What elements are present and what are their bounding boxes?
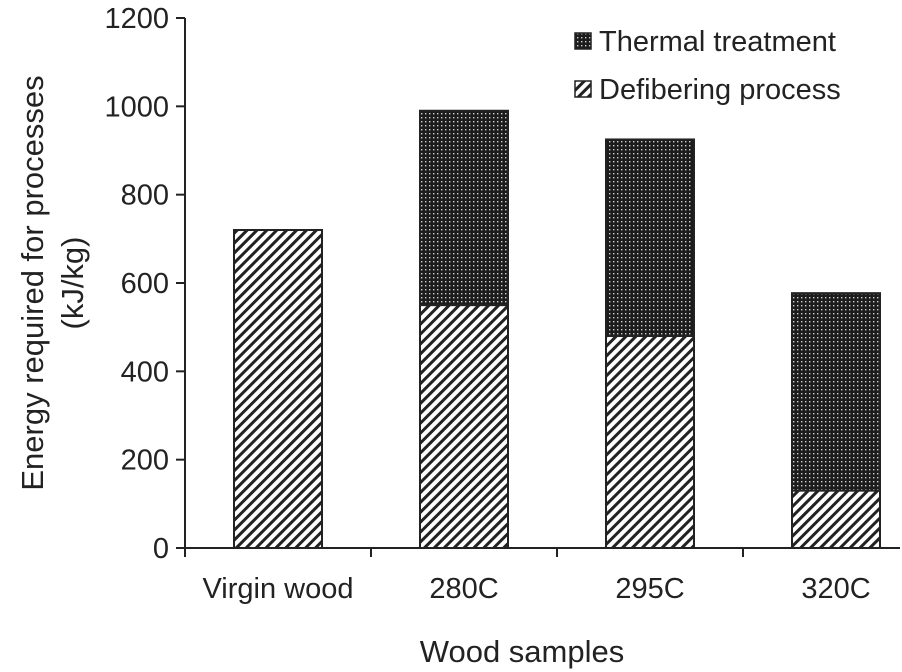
legend-swatch-defibering-process bbox=[574, 80, 592, 98]
bar-thermal-treatment-320c bbox=[791, 292, 881, 492]
x-tick-label: 280C bbox=[429, 573, 498, 605]
x-tick-label: 295C bbox=[615, 573, 684, 605]
y-tick-label: 1000 bbox=[104, 91, 169, 123]
x-tick-label: Virgin wood bbox=[202, 573, 353, 605]
y-tick-label: 600 bbox=[121, 268, 169, 300]
x-tick-label: 320C bbox=[801, 573, 870, 605]
y-tick-label: 400 bbox=[121, 356, 169, 388]
legend-label-defibering-process: Defibering process bbox=[599, 74, 841, 106]
legend-label-thermal-treatment: Thermal treatment bbox=[599, 26, 836, 58]
y-tick-label: 0 bbox=[153, 533, 169, 565]
y-axis-title: Energy required for processes (kJ/kg) bbox=[15, 75, 90, 490]
bar-thermal-treatment-295c bbox=[605, 138, 695, 337]
bar-defibering-process-320c bbox=[791, 489, 881, 550]
y-ticks-group: 0 200 400 600 800 1000 1200 bbox=[104, 3, 185, 565]
bars-group bbox=[233, 109, 881, 550]
y-tick-label: 800 bbox=[121, 180, 169, 212]
y-tick-label: 1200 bbox=[104, 3, 169, 35]
bar-defibering-process-280c bbox=[419, 304, 509, 550]
legend-swatch-thermal-treatment bbox=[574, 32, 592, 50]
y-tick-label: 200 bbox=[121, 445, 169, 477]
bar-defibering-process-virgin-wood bbox=[233, 229, 323, 549]
bar-defibering-process-295c bbox=[605, 335, 695, 549]
legend: Thermal treatment Defibering process bbox=[574, 26, 841, 106]
y-axis-title-line2: (kJ/kg) bbox=[55, 237, 90, 330]
x-ticks-group: Virgin wood 280C 295C 320C bbox=[184, 548, 871, 605]
y-axis-title-line1: Energy required for processes bbox=[15, 75, 50, 490]
bar-thermal-treatment-280c bbox=[419, 109, 509, 307]
x-axis-title: Wood samples bbox=[420, 634, 624, 669]
